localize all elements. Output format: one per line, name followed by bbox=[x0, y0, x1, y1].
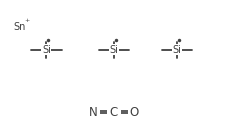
Text: N: N bbox=[89, 106, 98, 119]
Text: Si: Si bbox=[42, 45, 51, 55]
Text: C: C bbox=[109, 106, 118, 119]
Text: Sn: Sn bbox=[14, 22, 26, 32]
Text: O: O bbox=[129, 106, 138, 119]
Text: Si: Si bbox=[172, 45, 181, 55]
Text: +: + bbox=[25, 18, 30, 23]
Text: Si: Si bbox=[109, 45, 118, 55]
